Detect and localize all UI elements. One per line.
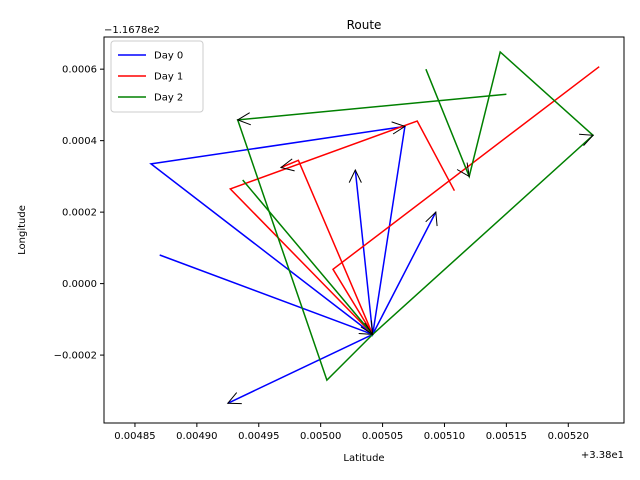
y-axis-ticks: −0.0002 0.0000 0.0002 0.0004 0.0006 (54, 65, 104, 362)
arrow-head-4 (279, 158, 295, 172)
y-tick-label-0: −0.0002 (54, 351, 97, 362)
arrow-head-7 (579, 133, 595, 146)
legend-box (110, 40, 204, 113)
arrow-head-5 (391, 121, 407, 135)
series-line-0 (149, 125, 437, 404)
series-line-4 (236, 93, 507, 382)
x-tick-label-5: 0.00510 (424, 431, 465, 442)
x-tick-label-7: 0.00520 (548, 431, 589, 442)
x-axis-label: Latitude (343, 453, 384, 464)
x-axis-ticks: 0.00485 0.00490 0.00495 0.00500 0.00505 0.005… (114, 423, 589, 442)
y-axis-label: Longitude (17, 205, 28, 255)
x-axis-offset-label: +3.38e1 (581, 450, 624, 461)
y-tick-label-3: 0.0004 (62, 136, 97, 147)
x-tick-label-2: 0.00495 (238, 431, 279, 442)
y-tick-label-2: 0.0002 (62, 208, 97, 219)
axes-frame (103, 36, 625, 424)
arrow-head-8 (456, 162, 470, 178)
x-tick-label-6: 0.00515 (486, 431, 527, 442)
x-tick-label-4: 0.00505 (362, 431, 403, 442)
arrow-head-1 (425, 211, 438, 227)
legend-label-2: Day 2 (154, 93, 183, 104)
chart-title: Route (347, 18, 382, 32)
arrow-head-9 (226, 392, 242, 405)
x-tick-label-0: 0.00485 (114, 431, 155, 442)
legend-label-0: Day 0 (154, 51, 183, 62)
y-axis-offset-label: −1.1678e2 (104, 25, 160, 36)
arrow-head-3 (358, 322, 374, 335)
x-tick-label-3: 0.00500 (300, 431, 341, 442)
x-tick-label-1: 0.00490 (176, 431, 217, 442)
legend-label-1: Day 1 (154, 72, 183, 83)
series-line-2 (242, 50, 595, 336)
plot-marks (149, 50, 600, 405)
arrow-head-6 (236, 112, 251, 126)
y-tick-label-4: 0.0006 (62, 65, 97, 76)
arrow-head-0 (348, 168, 362, 183)
series-line-3 (280, 159, 374, 335)
legend: Day 0 Day 1 Day 2 (110, 40, 204, 113)
series-line-1 (228, 66, 600, 335)
y-tick-label-1: 0.0000 (62, 279, 97, 290)
